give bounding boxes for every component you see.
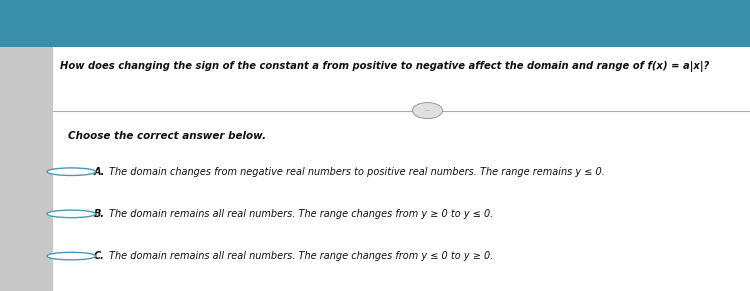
Text: B.: B.: [94, 209, 105, 219]
FancyBboxPatch shape: [0, 0, 750, 47]
Text: The domain remains all real numbers. The range changes from y ≤ 0 to y ≥ 0.: The domain remains all real numbers. The…: [109, 251, 494, 261]
Text: C.: C.: [94, 251, 104, 261]
FancyBboxPatch shape: [0, 47, 53, 291]
Ellipse shape: [46, 168, 96, 175]
Ellipse shape: [46, 252, 96, 260]
Text: The domain changes from negative real numbers to positive real numbers. The rang: The domain changes from negative real nu…: [109, 167, 604, 177]
Text: How does changing the sign of the constant a from positive to negative affect th: How does changing the sign of the consta…: [60, 61, 710, 72]
FancyBboxPatch shape: [53, 47, 750, 291]
Text: ···: ···: [424, 108, 430, 113]
Ellipse shape: [413, 103, 442, 119]
Ellipse shape: [46, 210, 96, 218]
Text: The domain remains all real numbers. The range changes from y ≥ 0 to y ≤ 0.: The domain remains all real numbers. The…: [109, 209, 494, 219]
Text: Choose the correct answer below.: Choose the correct answer below.: [68, 131, 266, 141]
Text: A.: A.: [94, 167, 105, 177]
